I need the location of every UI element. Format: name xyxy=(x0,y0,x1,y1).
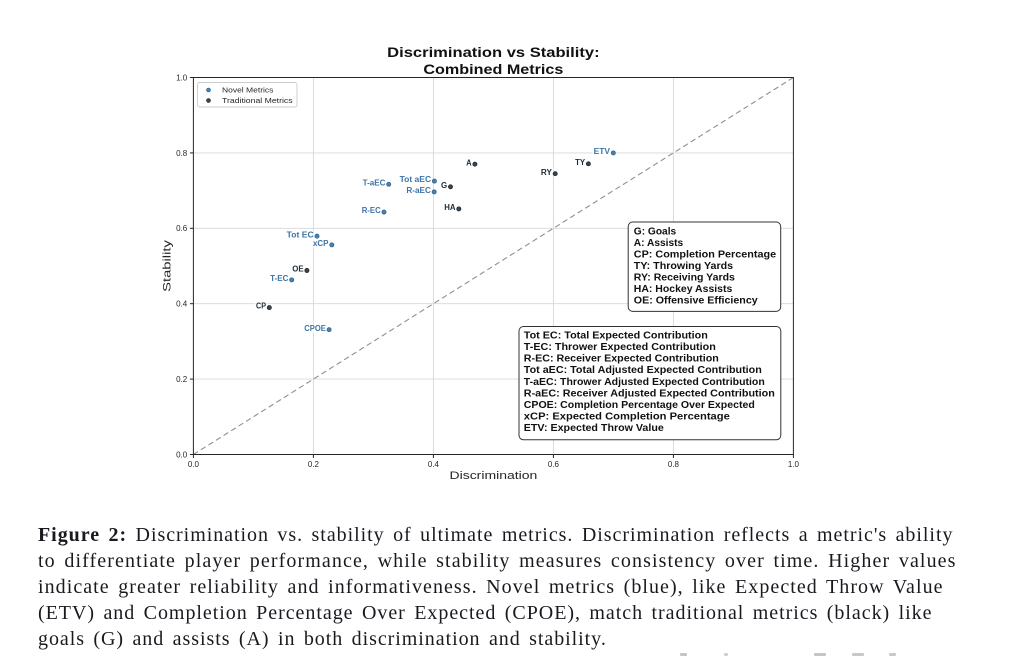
svg-text:T-EC: T-EC xyxy=(270,274,289,283)
svg-text:Discrimination vs Stability:: Discrimination vs Stability: xyxy=(387,44,599,60)
svg-text:CP: Completion Percentage: CP: Completion Percentage xyxy=(634,249,777,260)
svg-text:TY: Throwing Yards: TY: Throwing Yards xyxy=(634,261,734,272)
svg-text:A: A xyxy=(466,158,472,167)
svg-text:0.2: 0.2 xyxy=(308,460,320,469)
svg-text:0.6: 0.6 xyxy=(176,224,188,233)
svg-text:CPOE: Completion Percentage Ov: CPOE: Completion Percentage Over Expecte… xyxy=(524,400,755,411)
svg-text:HA: HA xyxy=(444,203,456,212)
svg-text:R-aEC: Receiver Adjusted Expec: R-aEC: Receiver Adjusted Expected Contri… xyxy=(524,388,775,399)
svg-text:OE: OE xyxy=(292,265,304,274)
svg-text:HA: Hockey Assists: HA: Hockey Assists xyxy=(634,284,733,295)
svg-text:0.8: 0.8 xyxy=(668,460,680,469)
svg-text:T-EC: Thrower Expected Contrib: T-EC: Thrower Expected Contribution xyxy=(524,342,716,353)
svg-text:G: G xyxy=(441,181,447,190)
svg-text:xCP: xCP xyxy=(313,239,329,248)
svg-text:T-aEC: Thrower Adjusted Expect: T-aEC: Thrower Adjusted Expected Contrib… xyxy=(524,377,765,388)
svg-text:0.6: 0.6 xyxy=(548,460,560,469)
svg-text:R-aEC: R-aEC xyxy=(406,186,431,195)
svg-text:Traditional Metrics: Traditional Metrics xyxy=(222,96,293,105)
svg-text:Tot EC: Tot EC xyxy=(287,230,314,239)
svg-text:CPOE: CPOE xyxy=(304,324,326,333)
svg-text:Tot aEC: Tot aEC xyxy=(400,175,432,184)
svg-text:1.0: 1.0 xyxy=(176,73,188,82)
svg-text:1.0: 1.0 xyxy=(788,460,800,469)
svg-text:R-EC: Receiver Expected Contri: R-EC: Receiver Expected Contribution xyxy=(524,354,719,365)
svg-text:CP: CP xyxy=(256,302,267,311)
svg-text:0.8: 0.8 xyxy=(176,149,188,158)
svg-text:0.4: 0.4 xyxy=(428,460,440,469)
svg-text:T-aEC: T-aEC xyxy=(363,178,386,187)
svg-text:OE: Offensive Efficiency: OE: Offensive Efficiency xyxy=(634,296,758,307)
svg-text:ETV: ETV xyxy=(594,147,611,156)
svg-text:Discrimination: Discrimination xyxy=(450,470,538,482)
svg-text:RY: RY xyxy=(541,168,553,177)
svg-text:Combined Metrics: Combined Metrics xyxy=(423,61,563,77)
svg-text:Tot aEC: Total Adjusted Expect: Tot aEC: Total Adjusted Expected Contrib… xyxy=(524,365,762,376)
svg-text:A: Assists: A: Assists xyxy=(634,238,684,249)
svg-text:xCP: Expected Completion Perce: xCP: Expected Completion Percentage xyxy=(524,412,731,423)
svg-text:0.2: 0.2 xyxy=(176,375,188,384)
svg-text:TY: TY xyxy=(575,158,586,167)
svg-text:ETV: Expected Throw Value: ETV: Expected Throw Value xyxy=(524,423,665,434)
svg-text:RY: Receiving Yards: RY: Receiving Yards xyxy=(634,272,736,283)
svg-text:R-EC: R-EC xyxy=(362,206,381,215)
svg-text:0.0: 0.0 xyxy=(176,450,188,459)
svg-text:0.0: 0.0 xyxy=(188,460,200,469)
svg-text:0.4: 0.4 xyxy=(176,300,188,309)
svg-text:Stability: Stability xyxy=(162,240,174,292)
svg-text:Novel Metrics: Novel Metrics xyxy=(222,86,274,95)
svg-text:G: Goals: G: Goals xyxy=(634,226,677,237)
svg-text:Tot EC: Total Expected Contrib: Tot EC: Total Expected Contribution xyxy=(524,330,708,341)
